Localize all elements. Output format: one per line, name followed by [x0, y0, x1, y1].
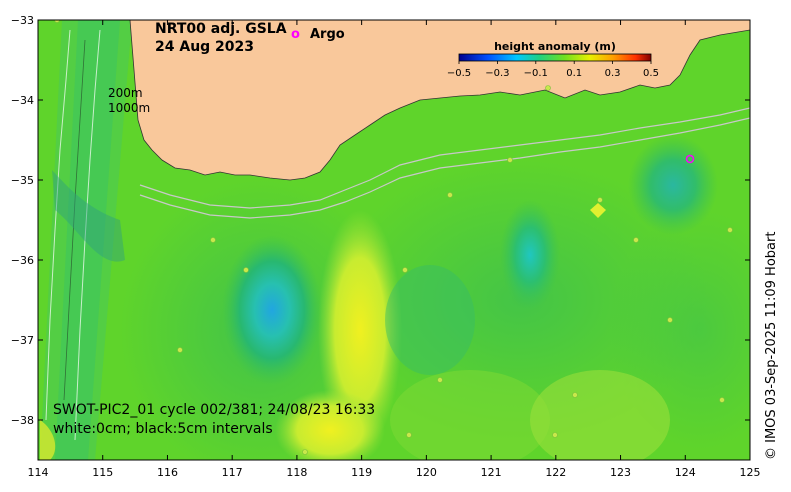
lon-tick-label: 116 [157, 466, 178, 479]
contour-label-1000m: 1000m [108, 101, 150, 115]
lat-tick-label: −36 [11, 254, 34, 267]
axis-ticks [37, 19, 751, 460]
colorbar-tick-label: −0.3 [485, 68, 509, 79]
argo-float-marker [685, 154, 695, 164]
cold-eddy-east [628, 135, 718, 235]
lon-tick-label: 118 [286, 466, 307, 479]
colorbar-tick-label: 0.1 [566, 68, 582, 79]
map-frame [37, 19, 751, 461]
lat-tick-label: −34 [11, 94, 34, 107]
colorbar-tick-label: 0.5 [643, 68, 659, 79]
lon-tick-label: 122 [545, 466, 566, 479]
colorbar-title: height anomaly (m) [494, 40, 616, 53]
contour-label-200m: 200m [108, 86, 143, 100]
map-field [38, 20, 750, 460]
swath-info-line1: SWOT-PIC2_01 cycle 002/381; 24/08/23 16:… [53, 402, 375, 418]
argo-legend-label: Argo [310, 27, 345, 42]
lon-tick-label: 125 [740, 466, 761, 479]
lat-tick-label: −33 [11, 14, 34, 27]
cold-eddy-west [222, 235, 322, 385]
lon-tick-label: 121 [481, 466, 502, 479]
latitude-labels: −33 −34 −35 −36 −37 −38 [11, 14, 34, 427]
swath-info-line2: white:0cm; black:5cm intervals [53, 421, 273, 437]
swot-swath [40, 20, 132, 460]
observation-markers [54, 20, 733, 455]
warm-spot [590, 203, 606, 218]
lat-tick-label: −35 [11, 174, 34, 187]
isobath-200m [139, 107, 750, 209]
lon-tick-label: 119 [351, 466, 372, 479]
longitude-labels: 114 115 116 117 118 119 120 121 122 123 124 125 [28, 466, 761, 479]
lat-tick-label: −37 [11, 334, 34, 347]
isobath-1000m [139, 117, 750, 219]
credit-text: © IMOS 03-Sep-2025 11:09 Hobart [764, 231, 779, 460]
colorbar-tick-label: 0.3 [605, 68, 621, 79]
argo-legend-icon: o [291, 27, 300, 42]
lon-tick-label: 115 [92, 466, 113, 479]
map-title: NRT00 adj. GSLA [155, 21, 287, 37]
colorbar: height anomaly (m) −0.5 −0.3 −0.1 0.1 0.3 0.5 [447, 40, 659, 79]
map-date: 24 Aug 2023 [155, 39, 254, 55]
colorbar-tick-label: −0.5 [447, 68, 471, 79]
cold-eddy-central [500, 200, 560, 310]
lon-tick-label: 123 [610, 466, 631, 479]
lon-tick-label: 124 [675, 466, 696, 479]
lon-tick-label: 114 [28, 466, 49, 479]
lon-tick-label: 120 [416, 466, 437, 479]
colorbar-tick-label: −0.1 [524, 68, 548, 79]
colorbar-gradient [458, 53, 652, 62]
lon-tick-label: 117 [222, 466, 243, 479]
lat-tick-label: −38 [11, 414, 34, 427]
